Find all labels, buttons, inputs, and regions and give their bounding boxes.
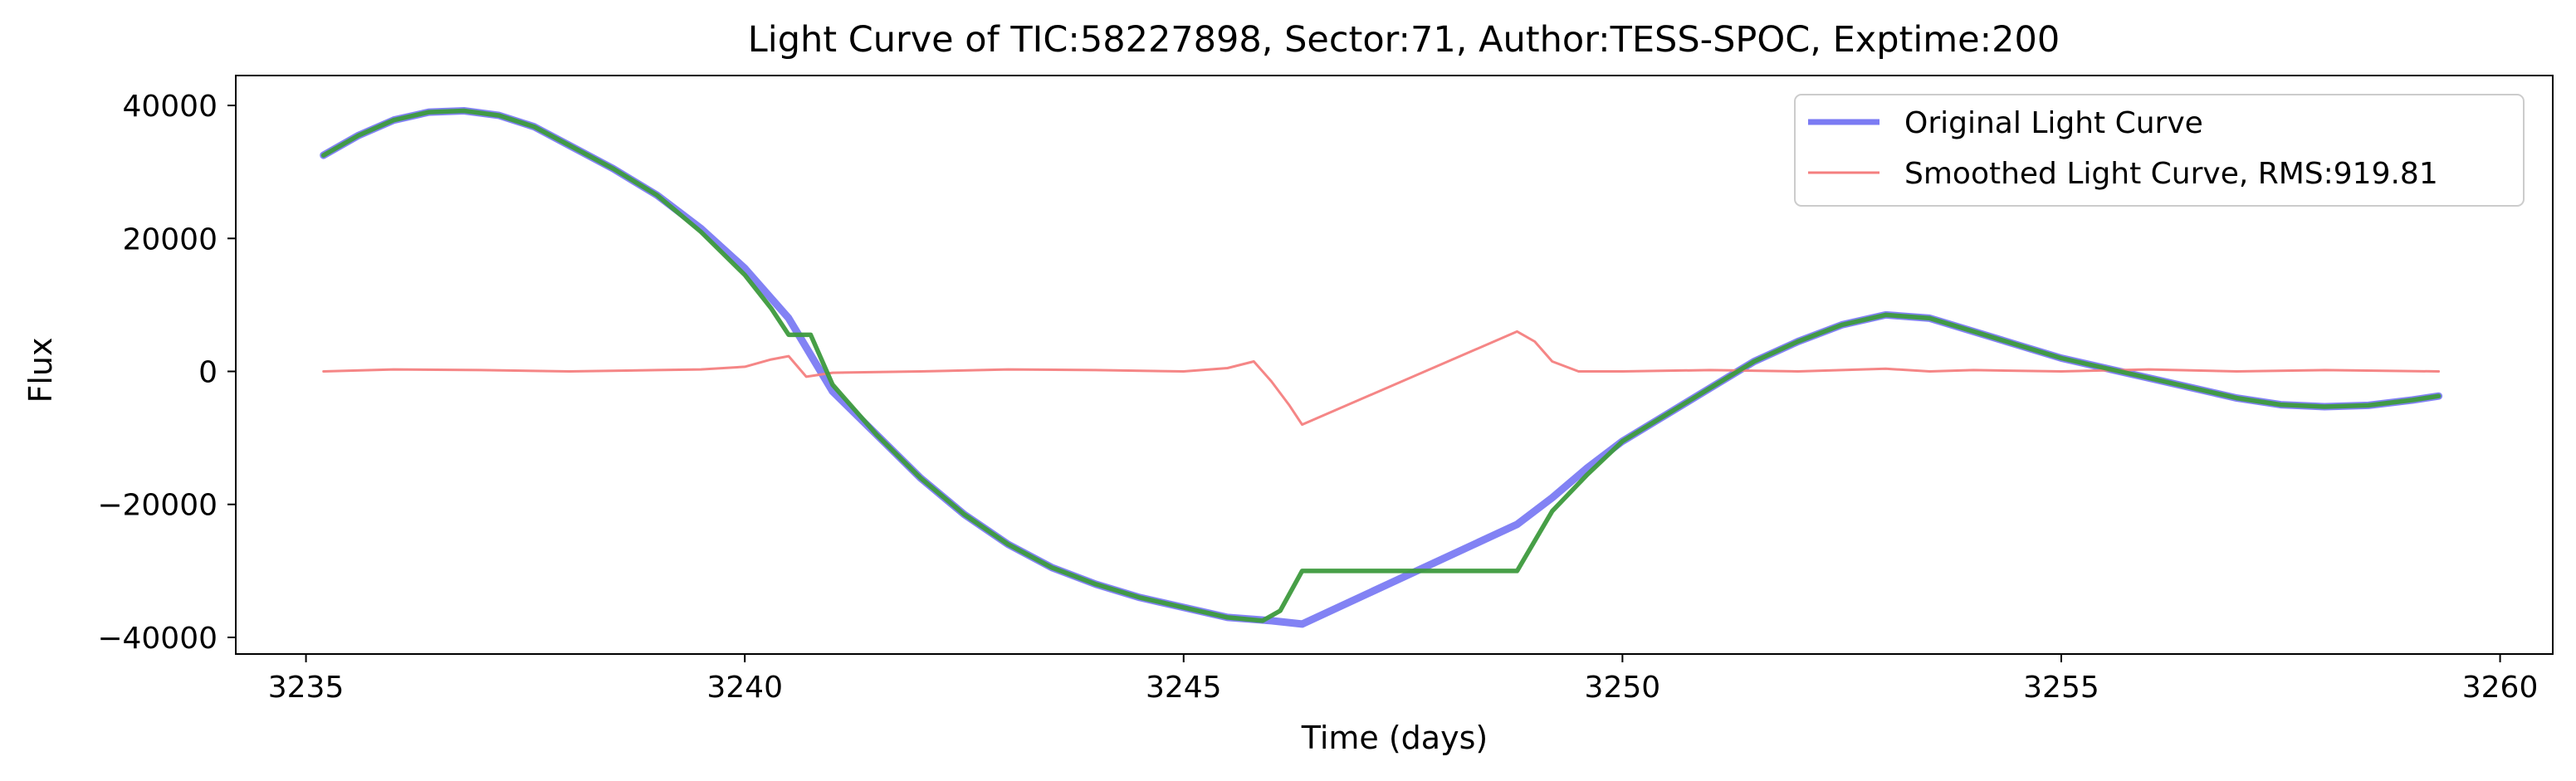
x-tick-label: 3240 <box>706 671 783 705</box>
axis-ticks: 3235 3240 3245 3250 3255 3260 −40000 −20000 0 200… <box>97 90 2538 705</box>
smoothed-light-curve-line <box>322 329 2441 427</box>
x-tick-label: 3250 <box>1585 671 1661 705</box>
x-tick-label: 3245 <box>1146 671 1222 705</box>
legend: Original Light Curve Smoothed Light Curv… <box>1794 94 2525 207</box>
y-tick-label: 20000 <box>122 222 218 256</box>
y-tick-label: 0 <box>198 356 218 390</box>
plot-area <box>320 107 2443 628</box>
legend-label-smoothed: Smoothed Light Curve, RMS:919.81 <box>1904 157 2438 191</box>
x-axis-label: Time (days) <box>1301 720 1488 756</box>
legend-box <box>1794 94 2525 207</box>
y-tick-label: −40000 <box>97 622 218 656</box>
x-tick-label: 3235 <box>268 671 345 705</box>
legend-label-original: Original Light Curve <box>1904 106 2203 140</box>
y-axis-label: Flux <box>22 338 59 403</box>
y-tick-label: 40000 <box>122 90 218 124</box>
axes-frame <box>235 75 2554 655</box>
chart-title: Light Curve of TIC:58227898, Sector:71, … <box>748 19 2060 61</box>
x-tick-label: 3260 <box>2462 671 2539 705</box>
y-tick-label: −20000 <box>97 489 218 523</box>
trend-fit-line <box>320 108 2442 623</box>
x-tick-label: 3255 <box>2023 671 2099 705</box>
